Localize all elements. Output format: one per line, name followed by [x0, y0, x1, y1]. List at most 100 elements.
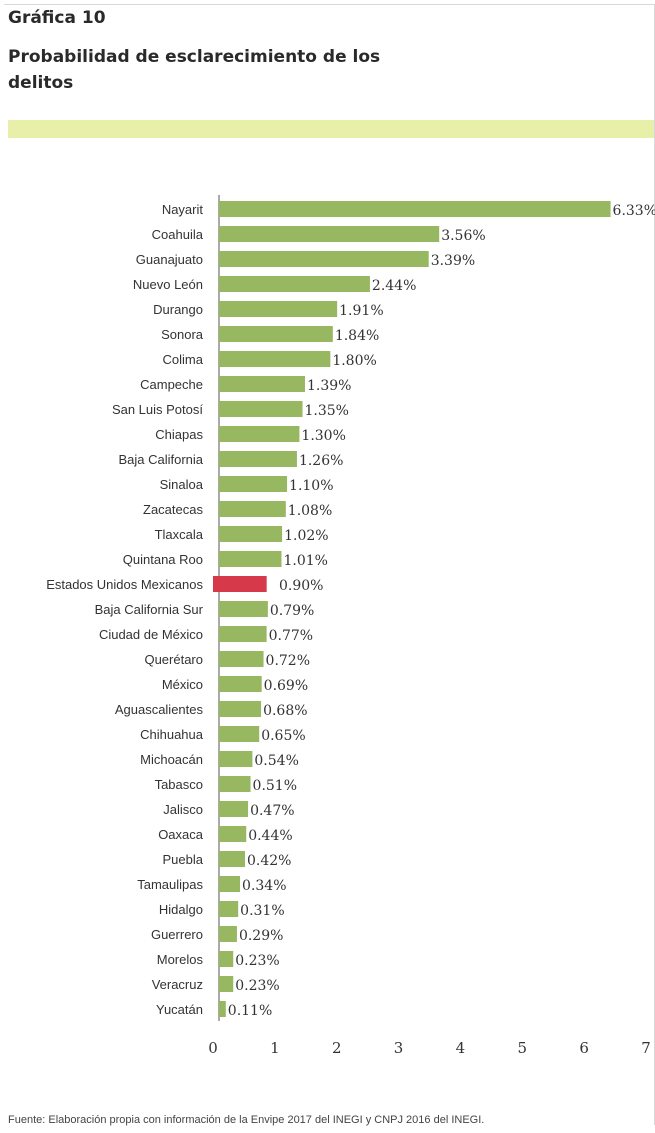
category-label: Baja California Sur [95, 602, 204, 617]
bar [219, 776, 251, 792]
x-tick-label: 5 [518, 1039, 528, 1057]
category-label: Tabasco [155, 777, 203, 792]
value-label: 1.08% [288, 503, 332, 519]
value-label: 1.39% [307, 378, 351, 394]
category-label: Estados Unidos Mexicanos [46, 577, 203, 592]
value-label: 0.69% [264, 678, 308, 694]
x-tick-label: 3 [394, 1039, 404, 1057]
bar [219, 476, 288, 492]
x-tick-label: 4 [456, 1039, 466, 1057]
category-label: Jalisco [163, 802, 203, 817]
category-label: Querétaro [144, 652, 203, 667]
value-label: 0.68% [263, 703, 307, 719]
value-label: 0.90% [279, 578, 323, 594]
value-label: 0.51% [253, 778, 297, 794]
bar [219, 826, 247, 842]
source-note: Fuente: Elaboración propia con informaci… [8, 1114, 485, 1126]
value-label: 3.39% [431, 253, 475, 269]
title-band [8, 120, 654, 138]
bar [219, 376, 305, 392]
bar [219, 501, 286, 517]
bar [219, 901, 239, 917]
category-label: Guanajuato [136, 252, 203, 267]
bar [219, 626, 267, 642]
category-label: Nuevo León [133, 277, 203, 292]
category-label: San Luis Potosí [112, 402, 203, 417]
bar [219, 926, 237, 942]
category-label: Baja California [118, 452, 203, 467]
value-label: 0.72% [266, 653, 310, 669]
category-label: Zacatecas [143, 502, 203, 517]
x-tick-label: 1 [270, 1039, 280, 1057]
category-label: Ciudad de México [99, 627, 203, 642]
bar [219, 876, 241, 892]
category-label: Sinaloa [160, 477, 204, 492]
value-label: 0.79% [270, 603, 314, 619]
bar [219, 401, 303, 417]
bar-chart: Nayarit 6.33% Coahuila 3.56% Guanajuato 3.39%… [46, 195, 655, 1057]
bar [219, 701, 262, 717]
category-label: Quintana Roo [123, 552, 203, 567]
category-label: Chihuahua [140, 727, 204, 742]
category-label: Chiapas [155, 427, 203, 442]
value-label: 0.23% [235, 978, 279, 994]
bar [219, 751, 253, 767]
value-label: 6.33% [613, 203, 655, 219]
category-label: Hidalgo [159, 902, 203, 917]
category-label: México [162, 677, 203, 692]
bar [219, 426, 300, 442]
bar [219, 276, 370, 292]
category-label: Morelos [157, 952, 204, 967]
value-label: 0.54% [254, 753, 298, 769]
category-label: Oaxaca [158, 827, 204, 842]
value-label: 0.34% [242, 878, 286, 894]
value-label: 1.01% [283, 553, 327, 569]
category-label: Yucatán [156, 1002, 203, 1017]
category-label: Coahuila [152, 227, 204, 242]
value-label: 1.26% [299, 453, 343, 469]
bar [219, 801, 249, 817]
value-label: 1.10% [289, 478, 333, 494]
x-tick-label: 2 [332, 1039, 342, 1057]
category-label: Durango [153, 302, 203, 317]
value-label: 0.11% [228, 1003, 272, 1019]
category-label: Michoacán [140, 752, 203, 767]
value-label: 3.56% [441, 228, 485, 244]
bar [219, 951, 234, 967]
value-label: 0.77% [269, 628, 313, 644]
bar [219, 651, 264, 667]
bar [219, 201, 611, 217]
chart-title: Probabilidad de esclarecimiento de los d… [8, 47, 381, 93]
category-label: Aguascalientes [115, 702, 204, 717]
value-label: 0.29% [239, 928, 283, 944]
x-tick-label: 6 [579, 1039, 589, 1057]
value-label: 1.80% [332, 353, 376, 369]
bar [219, 1001, 226, 1017]
bar [219, 851, 245, 867]
value-label: 0.42% [247, 853, 291, 869]
category-label: Veracruz [152, 977, 203, 992]
category-label: Tamaulipas [137, 877, 203, 892]
bar [219, 326, 333, 342]
category-label: Guerrero [151, 927, 203, 942]
bar [213, 576, 267, 592]
value-label: 1.35% [305, 403, 349, 419]
value-label: 1.02% [284, 528, 328, 544]
value-label: 1.84% [335, 328, 379, 344]
value-label: 1.30% [301, 428, 345, 444]
bar [219, 351, 331, 367]
value-label: 0.65% [261, 728, 305, 744]
value-label: 0.23% [235, 953, 279, 969]
bar [219, 551, 282, 567]
bar [219, 251, 429, 267]
x-tick-label: 7 [641, 1039, 651, 1057]
bar [219, 301, 338, 317]
bar [219, 601, 268, 617]
bar [219, 976, 234, 992]
value-label: 0.31% [240, 903, 284, 919]
bar [219, 676, 262, 692]
category-label: Puebla [163, 852, 204, 867]
x-tick-label: 0 [208, 1039, 218, 1057]
category-label: Colima [163, 352, 204, 367]
bar [219, 226, 440, 242]
